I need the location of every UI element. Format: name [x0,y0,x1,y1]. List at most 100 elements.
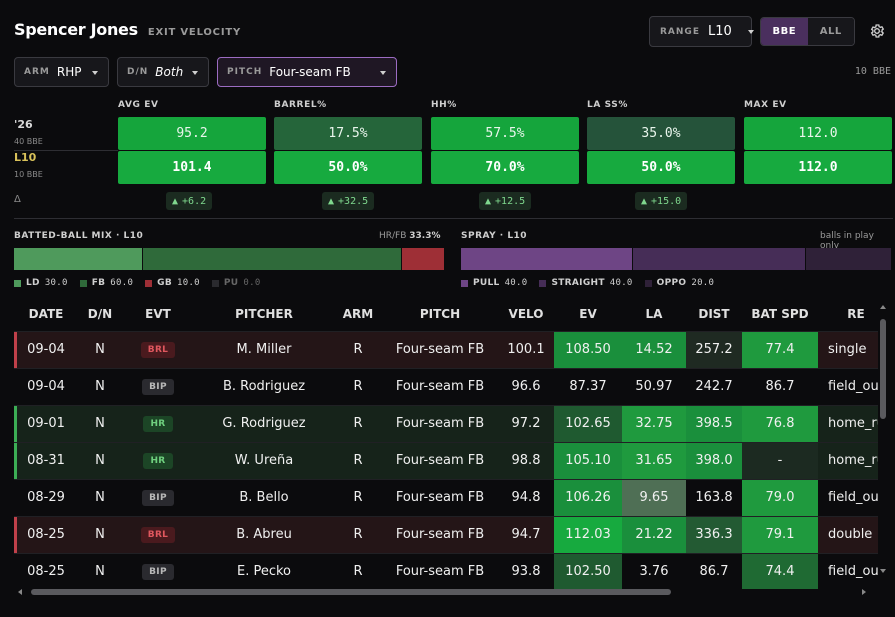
table-cell: home_run [818,441,878,479]
table-cell: 242.7 [686,367,742,405]
table-cell: - [742,441,818,479]
bbe-table: DATE D/N EVT PITCHER ARM PITCH VELO EV LA DIST BAT… [14,297,878,589]
metric-season-value: 112.0 [744,117,892,150]
table-cell: G. Rodriguez [194,404,334,442]
table-cell: 09-04 [14,367,78,405]
table-cell: HR [122,441,194,479]
metric-l10-value: 50.0% [274,151,422,184]
legend-value: 60.0 [110,278,134,288]
table-cell: 31.65 [622,441,686,479]
event-badge: HR [143,453,173,469]
gear-icon[interactable] [869,23,885,39]
column-header-arm[interactable]: ARM [334,297,382,331]
scroll-down-icon[interactable] [880,569,886,573]
table-header-row: DATE D/N EVT PITCHER ARM PITCH VELO EV LA DIST BAT… [14,297,878,331]
column-header-dist[interactable]: DIST [686,297,742,331]
table-cell: E. Pecko [194,552,334,589]
legend-value: 30.0 [44,278,68,288]
legend-label: PULL [473,278,500,288]
arm-filter[interactable]: ARM RHP [14,57,109,87]
metric-l10-value: 112.0 [744,151,892,184]
table-row[interactable]: 08-31 N HR W. Ureña R Four-seam FB 98.8 105.10 3… [14,441,878,479]
table-cell: 105.10 [554,441,622,479]
up-triangle-icon: ▲ [485,195,492,207]
table-cell: R [334,441,382,479]
legend-item-pu: PU 0.0 [211,278,261,288]
legend-item-gb: GB 10.0 [145,278,200,288]
table-row[interactable]: 09-04 N BIP B. Rodriguez R Four-seam FB 96.6 87… [14,367,878,405]
column-header-date[interactable]: DATE [14,297,78,331]
table-cell: 9.65 [622,478,686,516]
page-header: Spencer Jones EXIT VELOCITY [14,20,241,39]
table-cell: R [334,367,382,405]
range-select[interactable]: RANGE L10 [649,16,754,47]
column-header-velo[interactable]: VELO [498,297,554,331]
vertical-scrollbar[interactable] [879,305,887,575]
table-row[interactable]: 08-29 N BIP B. Bello R Four-seam FB 94.8 106.26… [14,478,878,516]
table-cell: 336.3 [686,515,742,553]
legend-swatch [79,279,87,287]
spray-bar [461,248,892,270]
player-name: Spencer Jones [14,20,138,39]
table-row[interactable]: 08-25 N BIP E. Pecko R Four-seam FB 93.8 102.50… [14,552,878,589]
scroll-left-icon[interactable] [18,589,22,595]
delta-badge: ▲ +6.2 [166,192,213,210]
table-cell: 3.76 [622,552,686,589]
table-cell: N [78,478,122,516]
table-cell: R [334,515,382,553]
toggle-bbe-button[interactable]: BBE [761,18,808,45]
up-triangle-icon: ▲ [328,195,335,207]
column-header-la[interactable]: LA [622,297,686,331]
legend-value: 20.0 [691,278,715,288]
table-cell: double [818,515,878,553]
delta-badge: ▲ +32.5 [322,192,375,210]
column-header-evt[interactable]: EVT [122,297,194,331]
bar-segment-fb [143,248,402,270]
event-badge: BRL [140,527,176,543]
column-header-bat-spd[interactable]: BAT SPD [742,297,818,331]
delta-badge: ▲ +12.5 [479,192,532,210]
scroll-up-icon[interactable] [880,305,886,309]
delta-value: +15.0 [651,195,682,207]
horizontal-scroll-thumb[interactable] [31,589,671,595]
scroll-right-icon[interactable] [862,589,866,595]
table-row[interactable]: 08-25 N BRL B. Abreu R Four-seam FB 94.7 112.03… [14,515,878,553]
dn-filter[interactable]: D/N Both [117,57,209,87]
pitch-filter[interactable]: PITCH Four-seam FB [217,57,397,87]
bar-segment-straight [633,248,806,270]
bar-segment-oppo [805,248,892,270]
metric-card-avg-ev: AVG EV 95.2 101.4 [118,100,266,184]
table-cell: R [334,330,382,368]
table-cell: field_out [818,478,878,516]
legend-item-fb: FB 60.0 [79,278,134,288]
up-triangle-icon: ▲ [641,195,648,207]
vertical-scroll-thumb[interactable] [880,319,886,419]
legend-value: 40.0 [609,278,633,288]
event-badge: HR [143,416,173,432]
column-header-d-n[interactable]: D/N [78,297,122,331]
table-cell: Four-seam FB [382,478,498,516]
table-cell: R [334,478,382,516]
table-cell: 102.50 [554,552,622,589]
column-header-pitcher[interactable]: PITCHER [194,297,334,331]
column-header-pitch[interactable]: PITCH [382,297,498,331]
metric-season-value: 35.0% [587,117,735,150]
delta-row-label: Δ [14,194,21,205]
horizontal-scrollbar[interactable] [14,586,878,598]
table-cell: Four-seam FB [382,515,498,553]
toggle-all-button[interactable]: ALL [807,18,854,45]
table-cell: 97.2 [498,404,554,442]
table-cell: field_out [818,367,878,405]
table-row[interactable]: 09-04 N BRL M. Miller R Four-seam FB 100.1 108.… [14,330,878,368]
table-cell: B. Bello [194,478,334,516]
table-row[interactable]: 09-01 N HR G. Rodriguez R Four-seam FB 97.2 102… [14,404,878,442]
arm-filter-label: ARM [24,67,50,77]
table-cell: 94.7 [498,515,554,553]
hrfb-label: HR/FB [379,231,407,241]
table-cell: B. Rodriguez [194,367,334,405]
column-header-re[interactable]: RE [818,297,878,331]
table-cell: 93.8 [498,552,554,589]
metric-card-hh: HH% 57.5% 70.0% [431,100,579,184]
legend-item-ld: LD 30.0 [14,278,68,288]
column-header-ev[interactable]: EV [554,297,622,331]
